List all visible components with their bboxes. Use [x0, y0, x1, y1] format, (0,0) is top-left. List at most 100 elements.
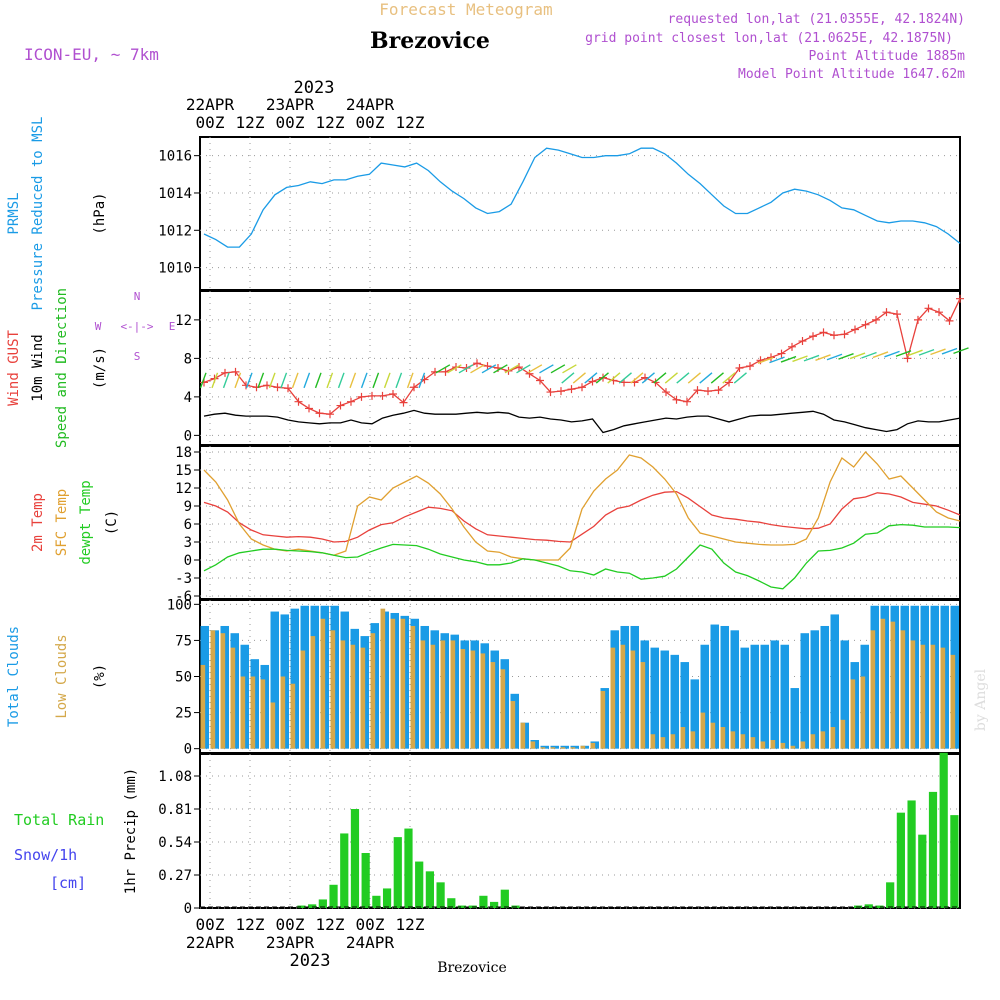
bottom-axis-time: 12Z [396, 915, 425, 934]
bar-low-clouds [360, 647, 366, 749]
bar-low-clouds [710, 722, 716, 749]
bar-low-clouds [930, 644, 936, 749]
bar-low-clouds [660, 737, 666, 749]
wind-arrow [418, 372, 426, 389]
bar-low-clouds [570, 747, 576, 749]
bottom-axis-date: 22APR [186, 933, 235, 952]
y-tick-label: 50 [175, 670, 192, 686]
y-tick-label: 25 [175, 706, 192, 722]
panel-unit: (hPa) [92, 192, 108, 234]
wind-arrow [849, 352, 866, 360]
requested-coords: requested lon,lat (21.0355E, 42.1824N) [668, 12, 965, 27]
bar-low-clouds [630, 650, 636, 749]
gust-marker [347, 397, 355, 406]
bar-low-clouds [230, 647, 236, 749]
bar-low-clouds [330, 630, 336, 749]
bar-low-clouds [680, 727, 686, 749]
wind-arrow [595, 372, 609, 384]
y-tick-label: 0 [184, 553, 192, 569]
bar-low-clouds [550, 747, 556, 749]
wind-arrow [516, 364, 531, 374]
y-tick-label: -6 [175, 589, 192, 605]
bar-low-clouds [860, 676, 866, 749]
gust-marker [410, 383, 418, 392]
gust-marker [914, 315, 922, 324]
bottom-axis-time: 00Z [196, 915, 225, 934]
bar-low-clouds [950, 654, 956, 749]
compass-s: S [134, 350, 141, 363]
gust-marker [536, 376, 544, 385]
bar-low-clouds [350, 644, 356, 749]
bar-rain [393, 837, 402, 908]
y-tick-label: 18 [175, 445, 192, 461]
bar-rain [436, 882, 445, 908]
bar-total-clouds [760, 644, 769, 749]
bar-low-clouds [670, 734, 676, 749]
gust-marker [483, 362, 492, 371]
top-axis-date: 24APR [346, 95, 395, 114]
y-tick-label: 0.81 [158, 802, 192, 818]
wind-arrow [222, 372, 230, 389]
wind-arrow [653, 372, 667, 384]
bar-rain [918, 834, 927, 908]
y-tick-label: 1010 [158, 261, 192, 277]
gust-marker [714, 386, 723, 395]
bar-low-clouds [690, 731, 696, 749]
panel-label: Low Clouds [54, 634, 70, 718]
bottom-axis-time: 12Z [236, 915, 265, 934]
gust-marker [872, 315, 880, 324]
bar-total-clouds [780, 644, 789, 749]
location-title: Brezovice [370, 28, 490, 54]
gust-marker [252, 383, 261, 392]
y-tick-label: 0.54 [158, 835, 192, 851]
gust-marker [798, 337, 807, 346]
wind-arrow [447, 364, 462, 374]
panel-label: [cm] [50, 874, 86, 892]
bar-low-clouds [800, 741, 806, 749]
bar-low-clouds [310, 636, 316, 749]
bottom-axis-year: 2023 [290, 951, 331, 971]
bar-rain [372, 895, 381, 908]
wind-arrow [527, 364, 543, 374]
panel-label: PRMSL [6, 192, 22, 234]
product-title: Forecast Meteogram [379, 0, 552, 19]
bar-low-clouds [410, 625, 416, 749]
panel-precipitation: 0 0.27 0.54 0.81 1.08 Total Rain Snow/1h [cm] 1h… [14, 752, 961, 917]
top-axis-time: 12Z [396, 113, 425, 132]
wind-arrow [630, 372, 644, 384]
bar-low-clouds [240, 676, 246, 749]
top-axis-time: 12Z [236, 113, 265, 132]
y-tick-label: 1012 [158, 223, 192, 239]
y-tick-label: 75 [175, 633, 192, 649]
bar-low-clouds [200, 664, 206, 749]
bottom-axis-time: 00Z [356, 915, 385, 934]
bar-rain [404, 828, 413, 908]
compass-arrows: <-|-> [120, 320, 153, 333]
gust-marker [903, 354, 912, 363]
wind-arrow [372, 372, 380, 389]
bar-rain [490, 901, 499, 908]
wind-arrow [314, 372, 322, 389]
bar-low-clouds [870, 630, 876, 749]
wind-arrow [458, 364, 474, 374]
bar-rain [447, 898, 456, 908]
bar-total-clouds [820, 625, 829, 749]
top-axis-date: 22APR [186, 95, 235, 114]
gust-marker [378, 391, 387, 400]
panel-label: Total Rain [14, 811, 104, 829]
wind-arrow [470, 364, 485, 374]
wind-arrow [664, 372, 678, 384]
wind-arrow [504, 364, 520, 374]
y-tick-label: 15 [175, 463, 192, 479]
gust-marker [924, 304, 933, 313]
wind-arrow [676, 372, 690, 384]
wind-arrow [234, 372, 242, 389]
gust-marker [567, 385, 576, 394]
wind-arrow [493, 364, 508, 374]
panel-label: Snow/1h [14, 846, 77, 864]
bar-low-clouds [850, 679, 856, 749]
wind-arrow [349, 372, 357, 389]
bar-low-clouds [250, 676, 256, 749]
bar-low-clouds [890, 621, 896, 749]
bar-low-clouds [650, 734, 656, 749]
